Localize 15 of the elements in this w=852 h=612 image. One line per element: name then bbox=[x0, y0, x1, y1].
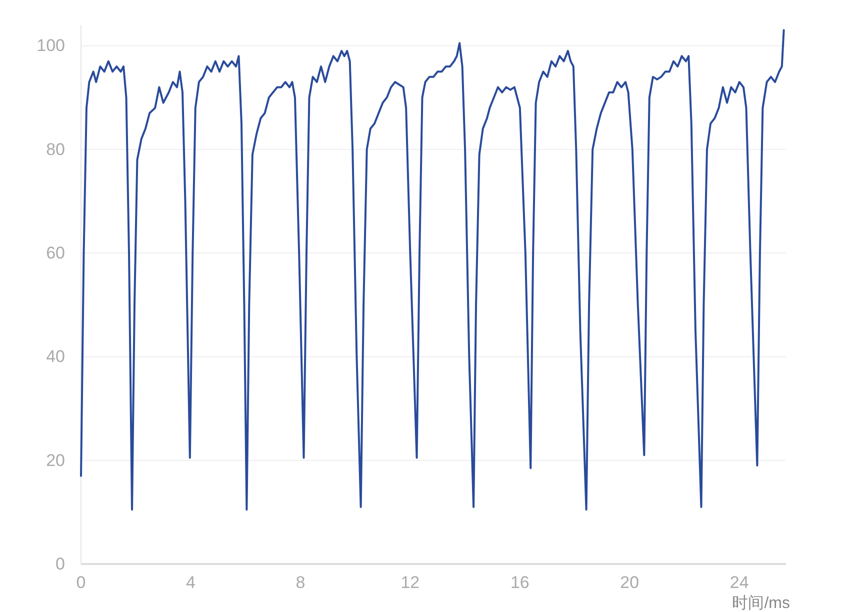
x-axis-title: 时间/ms bbox=[732, 594, 790, 612]
y-tick-label: 20 bbox=[46, 450, 65, 470]
x-tick-label: 20 bbox=[620, 573, 640, 592]
x-tick-label: 24 bbox=[730, 573, 749, 592]
y-tick-label: 80 bbox=[46, 140, 65, 159]
x-tick-label: 0 bbox=[76, 573, 86, 592]
x-tick-label: 4 bbox=[186, 573, 196, 592]
y-tick-label: 100 bbox=[36, 36, 65, 56]
x-tick-label: 16 bbox=[510, 573, 530, 592]
y-tick-label: 0 bbox=[56, 554, 65, 574]
y-tick-label: 40 bbox=[46, 347, 65, 366]
line-series bbox=[80, 29, 785, 511]
y-tick-label: 60 bbox=[46, 244, 65, 263]
x-tick-label: 12 bbox=[400, 573, 420, 592]
x-tick-label: 8 bbox=[296, 573, 306, 592]
